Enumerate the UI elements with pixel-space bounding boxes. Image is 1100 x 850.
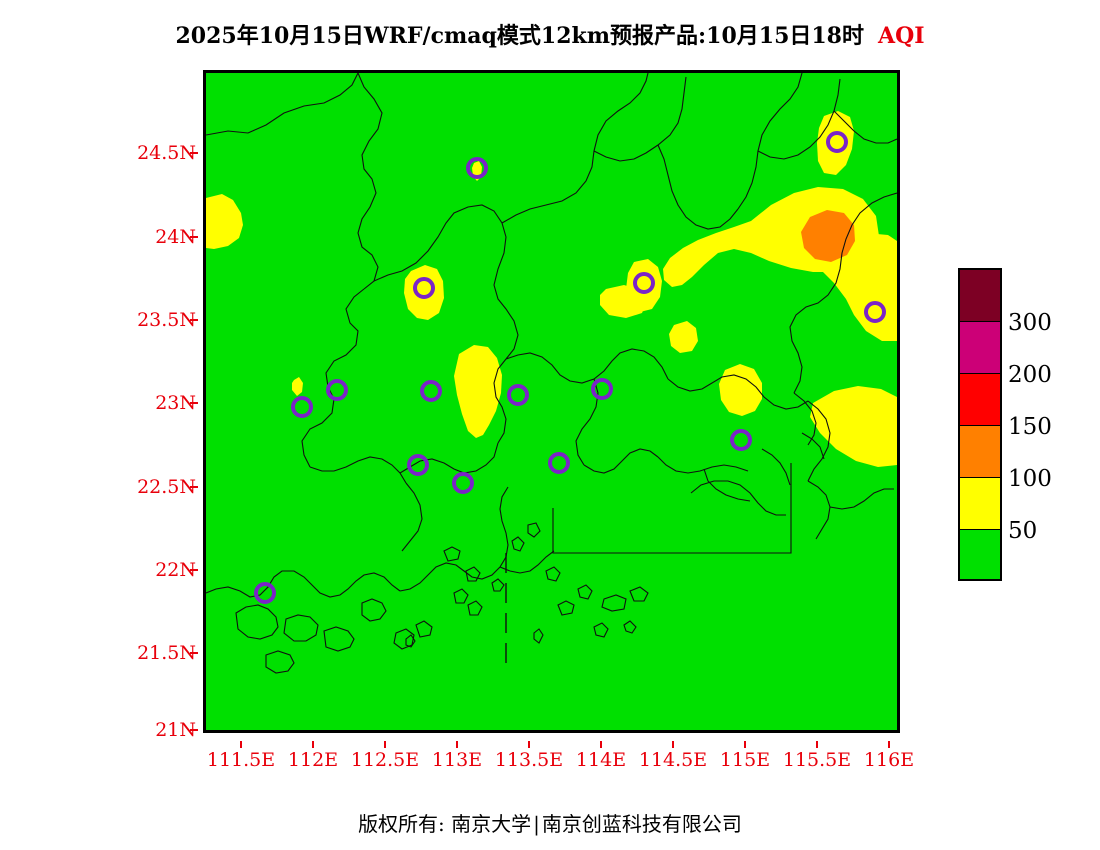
colorbar-band-hazardous [960,270,1000,322]
x-tick-mark [600,741,602,748]
copyright-footer: 版权所有: 南京大学 | 南京创蓝科技有限公司 [0,808,1100,837]
x-tick-label: 116E [863,749,915,771]
map-background [206,73,897,730]
monitoring-stations [254,131,886,604]
colorbar-tick-label: 200 [1008,362,1052,388]
y-tick-label: 21N [155,719,196,741]
y-tick-label: 24N [155,226,196,248]
coastline [206,486,649,674]
colorbar-tick-label: 300 [1008,310,1052,336]
colorbar-labels: 300 200 150 100 50 [1008,268,1098,581]
y-tick-mark [190,236,198,238]
administrative-boundaries [206,73,897,554]
y-tick-label: 22.5N [137,476,196,498]
y-tick-label: 21.5N [137,642,196,664]
y-tick-label: 22N [155,559,196,581]
y-tick-mark [190,319,198,321]
station-marker [826,131,848,153]
x-tick-mark [528,741,530,748]
x-tick-label: 111.5E [206,749,276,771]
station-marker [548,452,570,474]
station-marker [291,396,313,418]
station-marker [413,277,435,299]
y-tick-mark [190,402,198,404]
colorbar-band-very-unhealthy [960,322,1000,374]
station-marker [864,301,886,323]
page-title: 2025年10月15日WRF/cmaq模式12km预报产品:10月15日18时 A… [0,18,1100,50]
y-tick-label: 24.5N [137,142,196,164]
station-marker [507,384,529,406]
station-marker [466,157,488,179]
x-tick-label: 113E [431,749,483,771]
footer-separator: | [533,812,540,836]
y-tick-mark [190,569,198,571]
y-axis: 24.5N 24N 23.5N 23N 22.5N 22N 21.5N 21N [110,70,198,741]
station-marker [420,380,442,402]
contour-band-unhealthy-sensitive [801,210,855,262]
station-marker [633,272,655,294]
x-axis: 111.5E 112E 112.5E 113E 113.5E 114E 114.… [203,741,914,771]
x-tick-mark [456,741,458,748]
station-marker [591,378,613,400]
map-plot-area[interactable] [203,70,900,733]
x-tick-label: 112.5E [350,749,420,771]
y-tick-mark [190,652,198,654]
colorbar-band-moderate [960,478,1000,530]
y-tick-label: 23N [155,392,196,414]
y-tick-mark [190,729,198,731]
y-tick-mark [190,152,198,154]
footer-company: 南京创蓝科技有限公司 [541,812,742,836]
x-tick-label: 114.5E [638,749,708,771]
station-marker [326,379,348,401]
footer-owner: 版权所有: 南京大学 [358,812,532,836]
x-tick-mark [672,741,674,748]
x-tick-mark [888,741,890,748]
colorbar-tick-label: 150 [1008,414,1052,440]
x-tick-mark [312,741,314,748]
aqi-colorbar [958,268,1002,581]
y-tick-mark [190,486,198,488]
x-tick-label: 113.5E [494,749,564,771]
station-marker [452,472,474,494]
colorbar-band-unhealthy-sensitive [960,426,1000,478]
station-marker [254,582,276,604]
x-tick-mark [744,741,746,748]
title-main-text: 2025年10月15日WRF/cmaq模式12km预报产品:10月15日18时 [175,23,864,49]
x-tick-mark [816,741,818,748]
title-species-label: AQI [878,23,925,49]
x-tick-label: 115.5E [782,749,852,771]
colorbar-band-good [960,530,1000,579]
station-marker [730,429,752,451]
aqi-contour-map [206,73,897,730]
x-tick-label: 115E [719,749,771,771]
colorbar-tick-label: 100 [1008,466,1052,492]
x-tick-label: 112E [287,749,339,771]
x-tick-mark [240,741,242,748]
y-tick-label: 23.5N [137,309,196,331]
colorbar-band-unhealthy [960,374,1000,426]
colorbar-tick-label: 50 [1008,518,1038,544]
station-marker [407,454,429,476]
x-tick-label: 114E [575,749,627,771]
x-tick-mark [384,741,386,748]
